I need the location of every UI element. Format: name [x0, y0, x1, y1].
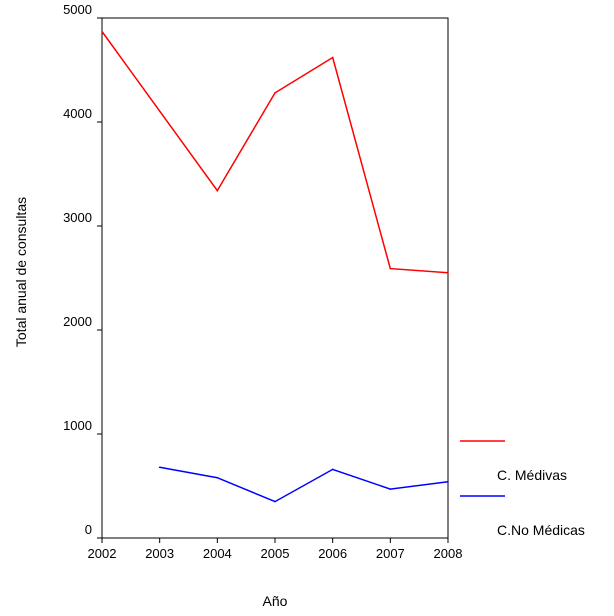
y-tick-label: 1000 — [63, 418, 92, 433]
series-line-1 — [101, 31, 449, 274]
x-tick-label: 2004 — [203, 546, 232, 561]
x-tick-label: 2002 — [88, 546, 117, 561]
y-tick-label: 3000 — [63, 210, 92, 225]
x-axis-title: Año — [263, 593, 288, 609]
data-point — [274, 500, 276, 503]
data-point — [331, 56, 334, 59]
data-point — [274, 92, 276, 94]
y-axis-title: Total anual de consultas — [13, 197, 29, 347]
data-point — [389, 488, 392, 490]
data-point — [447, 272, 449, 274]
y-axis: 0 1000 2000 3000 4000 5000 — [63, 2, 102, 539]
legend-label: C. Médivas — [497, 467, 567, 483]
x-tick-label: 2007 — [376, 546, 405, 561]
x-tick-label: 2005 — [261, 546, 290, 561]
y-tick-label: 2000 — [63, 314, 92, 329]
plot-area — [101, 17, 449, 539]
data-point — [101, 30, 103, 33]
legend-label: C.No Médicas — [497, 522, 585, 538]
x-tick-label: 2006 — [318, 546, 347, 561]
x-axis: 2002 2003 2004 2005 2006 2007 2008 — [88, 538, 463, 561]
series-line-2 — [159, 466, 449, 503]
data-point — [447, 481, 449, 483]
y-tick-label: 5000 — [63, 2, 92, 17]
data-point — [331, 468, 334, 471]
y-tick-label: 0 — [85, 522, 92, 537]
data-point — [389, 267, 392, 270]
series-layer — [101, 30, 449, 503]
data-point — [216, 476, 219, 479]
data-point — [216, 189, 219, 192]
y-tick-label: 4000 — [63, 106, 92, 121]
legend: C. Médivas C.No Médicas — [460, 440, 585, 538]
plot-border — [101, 17, 449, 539]
x-tick-label: 2008 — [434, 546, 463, 561]
data-point — [158, 466, 161, 469]
x-tick-label: 2003 — [145, 546, 174, 561]
